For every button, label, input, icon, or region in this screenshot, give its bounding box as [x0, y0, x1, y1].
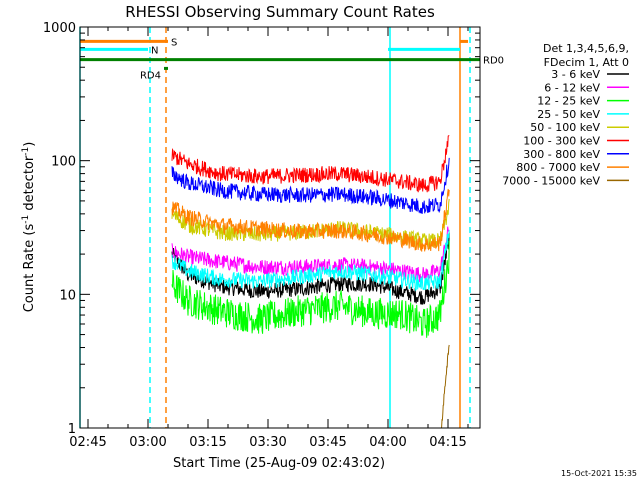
flag-label-rd4: RD4 — [140, 70, 161, 81]
legend-header: Det 1,3,4,5,6,9, — [543, 42, 629, 55]
series-line — [440, 344, 450, 429]
series-line — [171, 135, 450, 193]
x-tick-label: 02:45 — [69, 435, 106, 450]
legend-entry-label: 7000 - 15000 keV — [502, 174, 600, 187]
y-axis-label-part: detector — [22, 155, 37, 215]
legend-entry-label: 800 - 7000 keV — [516, 161, 600, 174]
legend-entry-label: 12 - 25 keV — [537, 95, 600, 108]
legend-entry-label: 3 - 6 keV — [551, 68, 600, 81]
x-axis-label: Start Time (25-Aug-09 02:43:02) — [173, 456, 385, 471]
chart-title: RHESSI Observing Summary Count Rates — [125, 3, 435, 21]
flag-label-rd0: RD0 — [483, 56, 504, 67]
plot-frame — [79, 26, 481, 429]
y-axis-label-exponent: -1 — [21, 215, 31, 224]
y-axis-label: Count Rate (s-1 detector-1) — [21, 142, 37, 313]
y-axis-label-exponent: -1 — [21, 147, 31, 156]
y-tick-label: 100 — [51, 155, 76, 170]
x-tick-label: 03:00 — [129, 435, 166, 450]
legend-entry-label: 300 - 800 keV — [523, 148, 600, 161]
series-line — [171, 240, 450, 338]
y-tick-label: 1 — [68, 422, 76, 437]
y-axis-label-part: Count Rate (s — [22, 224, 37, 313]
y-tick-label: 1000 — [43, 21, 76, 36]
plot-area: S N RD0 RD4 1 10 100 1000 02:45 03:00 03:15 03:30 03… — [43, 21, 504, 450]
series-line — [171, 229, 450, 292]
x-tick-label: 03:15 — [189, 435, 226, 450]
legend-entry-label: 25 - 50 keV — [537, 108, 600, 121]
legend: Det 1,3,4,5,6,9,FDecim 1, Att 03 - 6 keV… — [502, 42, 629, 187]
series-line — [171, 157, 450, 214]
timestamp: 15-Oct-2021 15:35 — [561, 469, 637, 478]
series-line — [171, 188, 450, 252]
x-tick-label: 03:30 — [249, 435, 286, 450]
y-tick-label: 10 — [59, 288, 76, 303]
x-tick-label: 03:45 — [309, 435, 346, 450]
x-tick-label: 04:00 — [369, 435, 406, 450]
legend-entry-label: 50 - 100 keV — [530, 121, 600, 134]
x-tick-label: 04:15 — [429, 435, 466, 450]
flag-label-s: S — [171, 37, 177, 48]
y-axis-label-part: ) — [22, 142, 37, 147]
legend-entry-label: 6 - 12 keV — [544, 81, 600, 94]
flag-label-n: N — [151, 45, 158, 56]
series-line — [171, 232, 450, 305]
legend-entry-label: 100 - 300 keV — [523, 135, 600, 148]
legend-header: FDecim 1, Att 0 — [544, 56, 629, 69]
